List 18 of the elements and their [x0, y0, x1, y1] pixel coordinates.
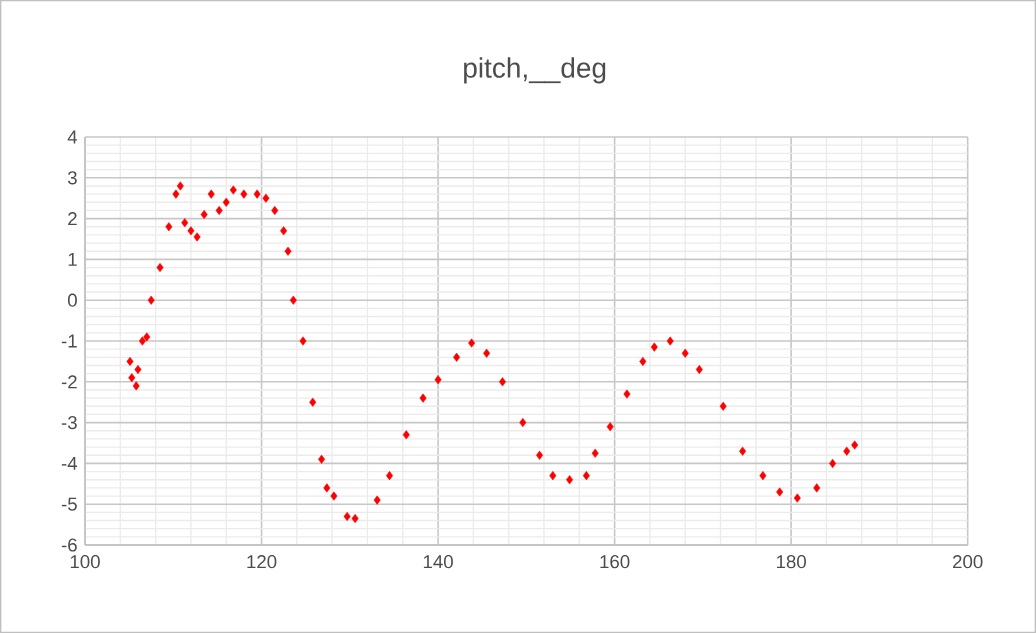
x-tick-label: 120	[247, 555, 277, 569]
y-tick-label: 2	[68, 212, 77, 226]
x-tick-label: 140	[423, 555, 453, 569]
y-tick-label: 1	[68, 252, 77, 266]
y-tick-label: -5	[61, 497, 77, 511]
chart-title: pitch,__deg	[464, 57, 606, 84]
y-tick-label: -6	[61, 538, 77, 552]
y-tick-label: -4	[61, 456, 78, 470]
x-tick-label: 160	[600, 555, 630, 569]
y-tick-label: -3	[61, 415, 77, 430]
x-tick-label: 200	[953, 555, 983, 569]
y-tick-label: 4	[67, 130, 78, 144]
y-tick-label: 0	[67, 293, 77, 307]
x-tick-label: 180	[776, 555, 806, 569]
y-tick-label: -1	[61, 334, 77, 348]
x-tick-label: 100	[70, 555, 100, 569]
y-tick-label: -2	[61, 375, 77, 389]
y-tick-label: 3	[67, 171, 77, 185]
